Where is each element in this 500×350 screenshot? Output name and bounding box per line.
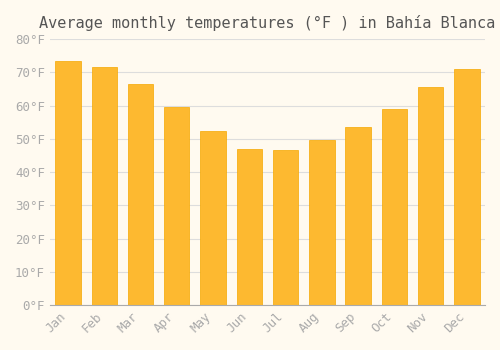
Bar bbox=[418, 87, 444, 305]
Bar bbox=[346, 127, 371, 305]
Title: Average monthly temperatures (°F ) in Bahía Blanca: Average monthly temperatures (°F ) in Ba… bbox=[40, 15, 496, 31]
Bar bbox=[454, 69, 479, 305]
Bar bbox=[56, 61, 80, 305]
Bar bbox=[382, 109, 407, 305]
Bar bbox=[128, 84, 153, 305]
Bar bbox=[92, 67, 117, 305]
Bar bbox=[164, 107, 190, 305]
Bar bbox=[200, 131, 226, 305]
Bar bbox=[309, 140, 334, 305]
Bar bbox=[236, 149, 262, 305]
Bar bbox=[273, 150, 298, 305]
